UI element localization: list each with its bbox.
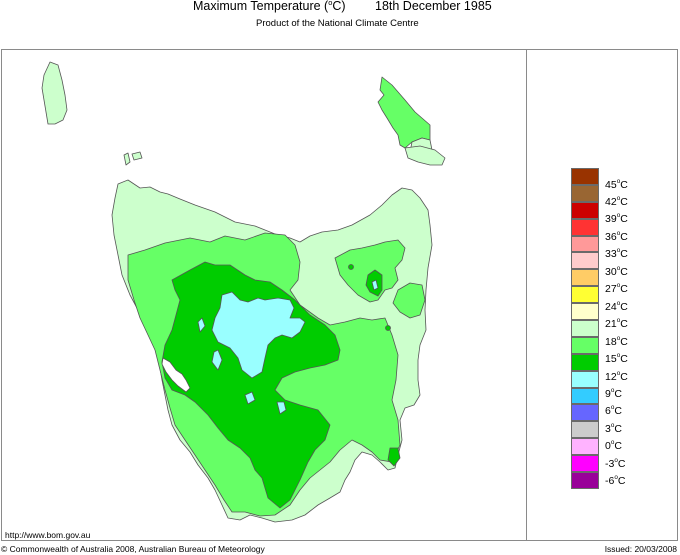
legend-label: 12oC [605, 370, 628, 383]
copyright-notice: © Commonwealth of Australia 2008, Austra… [1, 544, 265, 554]
legend-divider [526, 49, 527, 541]
legend-label: 27oC [605, 282, 628, 295]
legend-swatch [571, 421, 599, 439]
source-url: http://www.bom.gov.au [5, 530, 91, 540]
legend-swatch [571, 455, 599, 473]
map-frame [1, 49, 678, 541]
legend-swatch [571, 438, 599, 456]
legend-label: 21oC [605, 317, 628, 330]
legend-label: 33oC [605, 247, 628, 260]
legend-label: 30oC [605, 265, 628, 278]
legend-swatch [571, 404, 599, 422]
title-text: Maximum Temperature (oC) [193, 0, 346, 13]
king-island [41, 61, 68, 125]
legend-label: 18oC [605, 335, 628, 348]
legend-label: 24oC [605, 300, 628, 313]
chart-title: Maximum Temperature (oC) 18th December 1… [0, 0, 680, 22]
legend-swatch [571, 201, 599, 219]
legend-swatch [571, 286, 599, 304]
legend-label: -6oC [605, 474, 626, 487]
temperature-map [41, 61, 446, 523]
legend-swatch [571, 370, 599, 388]
legend-swatch [571, 303, 599, 321]
legend-swatch [571, 336, 599, 354]
legend-swatch [571, 235, 599, 253]
legend-swatch [571, 168, 599, 185]
legend-swatch [571, 320, 599, 337]
legend-swatch [571, 218, 599, 236]
legend-label: 45oC [605, 178, 628, 191]
legend-label: 3oC [605, 422, 622, 435]
legend-swatch [571, 252, 599, 270]
legend-label: 0oC [605, 439, 622, 452]
legend-label: 36oC [605, 230, 628, 243]
legend-label: -3oC [605, 457, 626, 470]
legend-swatch [571, 387, 599, 405]
legend-swatch [571, 269, 599, 287]
legend-swatch [571, 353, 599, 371]
flinders-island [377, 76, 431, 149]
cape-barren-island [404, 145, 446, 166]
color-legend: 45oC 42oC 39oC 36oC 33oC 30oC 27oC 24oC … [571, 168, 628, 489]
legend-swatch [571, 184, 599, 202]
legend-label: 6oC [605, 404, 622, 417]
legend-label: 15oC [605, 352, 628, 365]
title-date: 18th December 1985 [375, 0, 492, 13]
subtitle: Product of the National Climate Centre [256, 18, 419, 29]
legend-swatch [571, 472, 599, 489]
issued-date: Issued: 20/03/2008 [604, 544, 677, 554]
legend-label: 42oC [605, 195, 628, 208]
legend-label: 9oC [605, 387, 622, 400]
legend-label: 39oC [605, 212, 628, 225]
